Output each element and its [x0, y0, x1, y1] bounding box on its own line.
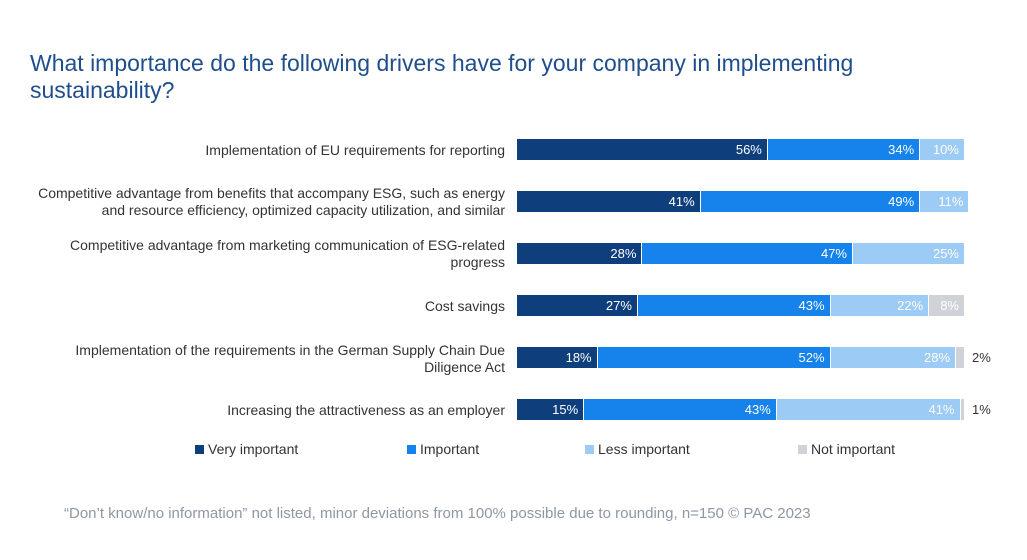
- bar-segment: [517, 399, 585, 420]
- bar-segment: [960, 399, 965, 420]
- data-label: 8%: [940, 298, 959, 313]
- data-label: 41%: [668, 194, 695, 209]
- data-label: 27%: [605, 298, 632, 313]
- bar-segment: [920, 191, 970, 212]
- data-label: 10%: [932, 142, 959, 157]
- chart-title: What importance do the following drivers…: [30, 50, 854, 103]
- data-label: 15%: [552, 402, 579, 417]
- bar-segment: [517, 139, 768, 160]
- legend-swatch: [407, 444, 416, 454]
- category-label: Competitive advantage from marketing com…: [70, 237, 505, 270]
- category-label: Implementation of EU requirements for re…: [205, 142, 505, 158]
- bar-segment: [517, 347, 598, 368]
- category-label: Cost savings: [424, 298, 505, 314]
- bar-segment: [517, 191, 701, 212]
- legend-swatch: [798, 444, 807, 454]
- bar-segment: [776, 399, 961, 420]
- data-label: 43%: [798, 298, 825, 313]
- legend-item: Less important: [585, 441, 690, 457]
- bar-segment: [830, 295, 930, 316]
- data-label: 28%: [924, 350, 951, 365]
- data-label: 1%: [972, 402, 991, 417]
- bar-segment: [920, 139, 965, 160]
- data-label: 43%: [744, 402, 771, 417]
- legend-item: Important: [407, 441, 479, 457]
- bar-segment: [830, 347, 957, 368]
- legend-swatch: [195, 444, 204, 454]
- data-label: 22%: [897, 298, 924, 313]
- bar-segment: [929, 295, 965, 316]
- bar-segment: [642, 243, 853, 264]
- legend-label: Not important: [811, 441, 896, 457]
- data-label: 25%: [932, 246, 959, 261]
- category-label: Competitive advantage from benefits that…: [38, 185, 505, 218]
- data-label: 56%: [735, 142, 762, 157]
- bar-segment: [597, 347, 831, 368]
- chart-legend: Very important Important Less important Not…: [0, 441, 1027, 461]
- legend-item: Not important: [798, 441, 895, 457]
- data-label: 52%: [798, 350, 825, 365]
- bar-segment: [517, 295, 638, 316]
- legend-label: Very important: [208, 441, 299, 457]
- bar-segment: [767, 139, 921, 160]
- bar-segment: [700, 191, 921, 212]
- data-label: 2%: [972, 350, 991, 365]
- bar-segment: [584, 399, 777, 420]
- legend-swatch: [585, 444, 594, 454]
- category-label: Increasing the attractiveness as an empl…: [227, 402, 505, 418]
- data-label: 41%: [928, 402, 955, 417]
- category-label: Implementation of the requirements in th…: [75, 342, 505, 375]
- legend-label: Important: [420, 441, 480, 457]
- data-label: 34%: [888, 142, 915, 157]
- data-label: 49%: [888, 194, 915, 209]
- data-label: 28%: [610, 246, 637, 261]
- legend-label: Less important: [598, 441, 690, 457]
- bar-segment: [517, 243, 643, 264]
- data-label: 18%: [565, 350, 592, 365]
- bar-segment: [637, 295, 831, 316]
- legend-item: Very important: [195, 441, 298, 457]
- footnote: “Don’t know/no information” not listed, …: [64, 505, 811, 522]
- bar-segment: [956, 347, 965, 368]
- data-label: 47%: [820, 246, 847, 261]
- data-label: 11%: [938, 194, 964, 209]
- bar-segment: [853, 243, 965, 264]
